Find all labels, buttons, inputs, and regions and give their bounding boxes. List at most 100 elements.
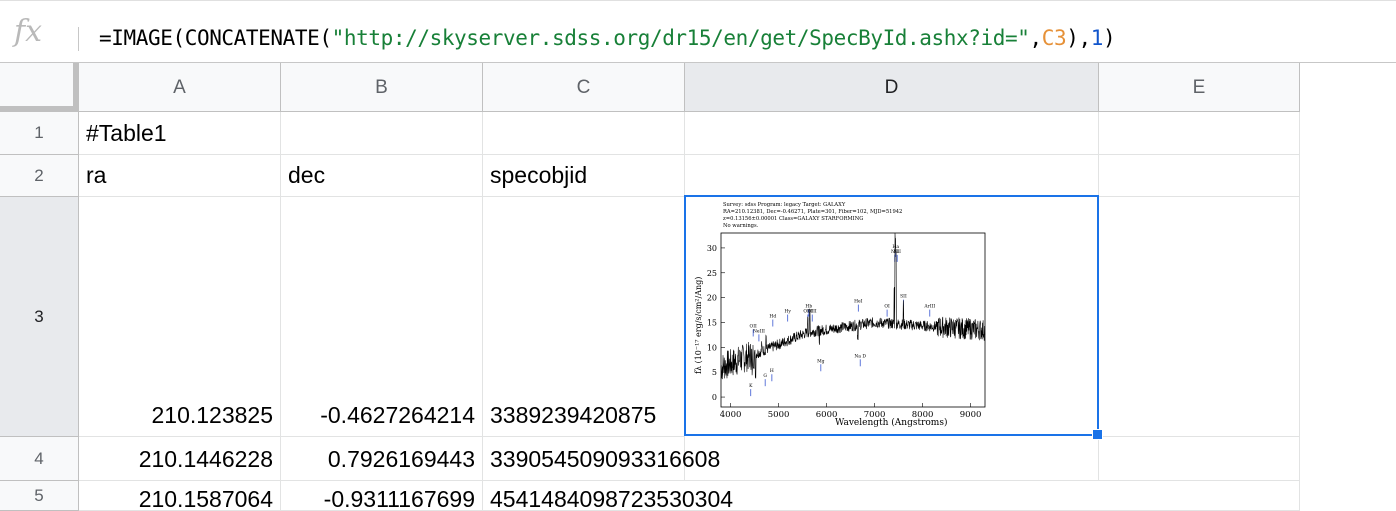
cell-c3[interactable]: 3389239420875 — [483, 197, 685, 437]
y-tick-label: 10 — [707, 343, 717, 352]
freeze-handle-vertical[interactable] — [73, 63, 78, 110]
cell-b2-value: dec — [288, 162, 326, 188]
cell-b3[interactable]: -0.4627264214 — [281, 197, 483, 437]
line-marker-label: NeIII — [753, 328, 765, 334]
cell-a5-value: 210.1587064 — [138, 486, 273, 511]
emission-line-markers: HaNIINIISIIArIIIOIHeIHbOIIIOIIIOIINeIIIH… — [749, 244, 935, 397]
y-tick-label: 0 — [712, 393, 717, 402]
column-header-b[interactable]: B — [281, 63, 483, 112]
y-tick-label: 25 — [707, 269, 717, 278]
cell-b3-value: -0.4627264214 — [320, 402, 475, 428]
column-header-a[interactable]: A — [79, 63, 281, 112]
spectrum-header-line-3: z=0.13156±0.00001 Class=GALAXY STARFORMI… — [723, 216, 863, 222]
row-header-5[interactable]: 5 — [0, 481, 79, 511]
cell-c5-value: 4541484098723530304 — [490, 486, 734, 511]
line-marker-label: Na D — [854, 353, 866, 359]
cell-c4[interactable]: 339054509093316608 — [483, 437, 720, 481]
row-header-3[interactable]: 3 — [0, 197, 79, 437]
fill-handle[interactable] — [1092, 429, 1103, 440]
line-marker-label: Hd — [769, 314, 776, 320]
cell-a3-value: 210.123825 — [151, 402, 273, 428]
select-all-corner[interactable] — [0, 63, 79, 112]
cell-b1[interactable] — [281, 112, 483, 155]
line-marker-label: ArIII — [923, 304, 935, 310]
formula-comma: , — [1029, 26, 1042, 50]
y-tick-label: 15 — [707, 318, 717, 327]
spectrum-header-line-1: Survey: sdss Program: legacy Target: GAL… — [723, 202, 846, 208]
cell-d1[interactable] — [685, 112, 1099, 155]
y-axis-label: fλ (10⁻¹⁷ erg/s/cm²/Ang) — [694, 277, 703, 374]
cell-e5[interactable] — [1099, 481, 1300, 511]
line-marker-label: K — [749, 383, 753, 389]
cell-b2[interactable]: dec — [281, 155, 483, 197]
cell-e2[interactable] — [1099, 155, 1300, 197]
x-tick-label: 4000 — [720, 410, 742, 420]
formula-mode-arg: 1 — [1090, 26, 1104, 50]
x-axis-ticks: 4000 5000 6000 7000 8000 9000 — [720, 403, 982, 420]
line-marker-label: H — [770, 368, 774, 374]
cell-a2-value: ra — [86, 162, 107, 188]
x-tick-label: 9000 — [960, 410, 982, 420]
line-marker-label: HeI — [854, 299, 863, 305]
x-tick-label: 7000 — [864, 410, 886, 420]
freeze-handle-horizontal[interactable] — [0, 106, 78, 111]
cell-a4[interactable]: 210.1446228 — [79, 437, 281, 481]
row-header-1[interactable]: 1 — [0, 112, 79, 155]
column-header-c[interactable]: C — [483, 63, 685, 112]
line-marker-label: NII — [893, 249, 901, 255]
formula-string-arg: "http://skyserver.sdss.org/dr15/en/get/S… — [331, 26, 1030, 50]
cell-b5[interactable]: -0.9311167699 — [281, 481, 483, 511]
cell-c1[interactable] — [483, 112, 685, 155]
y-tick-label: 20 — [707, 294, 717, 303]
spectrum-image: Survey: sdss Program: legacy Target: GAL… — [694, 202, 986, 428]
cell-e3[interactable] — [1099, 197, 1300, 437]
y-axis-ticks: 0 5 10 15 20 25 30 — [707, 244, 725, 402]
spectrum-header-line-2: RA=210.12381, Dec=-0.46271, Plate=301, F… — [723, 209, 902, 215]
line-marker-label: G — [763, 373, 767, 379]
formula-final-paren: ) — [1102, 26, 1116, 50]
x-tick-label: 8000 — [912, 410, 934, 420]
cell-a5[interactable]: 210.1587064 — [79, 481, 281, 511]
spectrum-header-line-4: No warnings. — [723, 223, 759, 229]
plot-frame — [720, 232, 986, 408]
cell-a3[interactable]: 210.123825 — [79, 197, 281, 437]
cell-c5[interactable]: 4541484098723530304 — [483, 481, 1099, 511]
y-tick-label: 5 — [712, 368, 717, 377]
cell-c2[interactable]: specobjid — [483, 155, 685, 197]
cell-a1-value: #Table1 — [86, 120, 167, 146]
formula-close-paren: ), — [1066, 26, 1091, 50]
cell-d4[interactable] — [685, 437, 1099, 481]
formula-bar: fx =IMAGE(CONCATENATE("http://skyserver.… — [0, 0, 1396, 63]
cell-e1[interactable] — [1099, 112, 1300, 155]
line-marker-label: OII — [750, 323, 757, 329]
line-marker-label: Hy — [784, 309, 791, 315]
y-tick-label: 30 — [707, 244, 717, 253]
row-header-4[interactable]: 4 — [0, 437, 79, 481]
x-tick-label: 5000 — [768, 410, 790, 420]
column-header-e[interactable]: E — [1099, 63, 1300, 112]
x-axis-label: Wavelength (Angstroms) — [835, 417, 947, 428]
cell-a4-value: 210.1446228 — [138, 446, 273, 472]
fx-icon: fx — [14, 14, 43, 49]
cell-b4-value: 0.7926169443 — [327, 446, 475, 472]
cell-c4-value: 339054509093316608 — [490, 446, 721, 472]
formula-input[interactable]: =IMAGE(CONCATENATE("http://skyserver.sds… — [99, 23, 1116, 53]
line-marker-label: Hb — [805, 304, 812, 310]
formula-prefix: =IMAGE(CONCATENATE( — [99, 26, 332, 50]
cell-b5-value: -0.9311167699 — [323, 486, 475, 511]
line-marker-label: OIII — [808, 309, 817, 315]
column-header-d[interactable]: D — [685, 63, 1099, 112]
line-marker-label: OIII — [803, 309, 812, 315]
cell-a2[interactable]: ra — [79, 155, 281, 197]
cell-a1[interactable]: #Table1 — [79, 112, 281, 155]
formula-bar-divider — [78, 27, 79, 51]
cell-c3-value: 3389239420875 — [490, 402, 657, 428]
formula-cell-ref: C3 — [1041, 26, 1067, 50]
cell-e4[interactable] — [1099, 437, 1300, 481]
line-marker-label: SII — [900, 294, 907, 300]
spectrum-line — [720, 232, 986, 380]
cell-d2[interactable] — [685, 155, 1099, 197]
cell-d3[interactable]: Survey: sdss Program: legacy Target: GAL… — [685, 196, 1098, 435]
cell-b4[interactable]: 0.7926169443 — [281, 437, 483, 481]
row-header-2[interactable]: 2 — [0, 155, 79, 197]
